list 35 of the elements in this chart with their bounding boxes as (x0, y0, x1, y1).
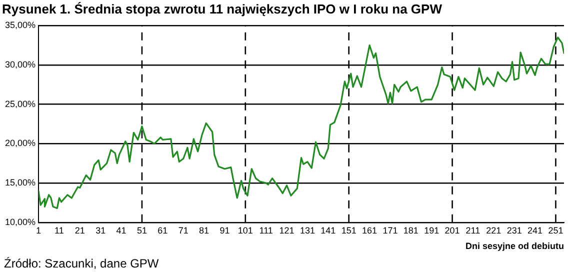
x-tick-label: 191 (424, 225, 440, 236)
x-tick-label: 201 (444, 225, 460, 236)
x-tick-label: 231 (506, 225, 522, 236)
y-tick-label: 30,00% (4, 59, 36, 70)
x-tick-label: 111 (259, 225, 273, 236)
x-tick-label: 91 (220, 225, 230, 236)
x-tick-label: 41 (116, 225, 126, 236)
x-tick-label: 161 (362, 225, 378, 236)
x-tick-label: 251 (548, 225, 564, 236)
chart-title: Rysunek 1. Średnia stopa zwrotu 11 największych IPO w I roku na GPW (2, 1, 443, 16)
x-tick-label: 181 (403, 225, 418, 236)
y-tick-label: 20,00% (4, 138, 36, 148)
x-tick-label: 211 (466, 225, 480, 236)
x-tick-label: 1 (36, 225, 42, 236)
x-tick-label: 141 (320, 225, 336, 236)
x-tick-label: 51 (136, 225, 147, 236)
x-tick-label: 121 (279, 225, 294, 236)
x-tick-label: 71 (178, 225, 188, 236)
y-tick-label: 15,00% (4, 178, 36, 188)
x-tick-label: 31 (96, 225, 106, 236)
x-tick-label: 151 (341, 225, 356, 236)
x-tick-label: 21 (74, 225, 85, 236)
x-tick-label: 81 (199, 225, 210, 236)
text: Źródło: Szacunki, dane GPW (4, 256, 160, 270)
x-tick-label: 131 (300, 225, 315, 236)
x-tick-label: 241 (528, 225, 543, 236)
x-tick-label: 221 (486, 225, 502, 236)
y-tick-label: 25,00% (4, 98, 36, 109)
x-tick-label: 171 (382, 225, 398, 236)
x-tick-label: 101 (238, 225, 253, 236)
y-tick-label: 35,00% (4, 20, 36, 30)
x-axis-title: Dni sesyjne od debiutu (465, 241, 564, 252)
x-tick-label: 11 (54, 225, 64, 236)
y-tick-label: 10,00% (4, 216, 36, 227)
x-tick-label: 61 (158, 225, 168, 236)
